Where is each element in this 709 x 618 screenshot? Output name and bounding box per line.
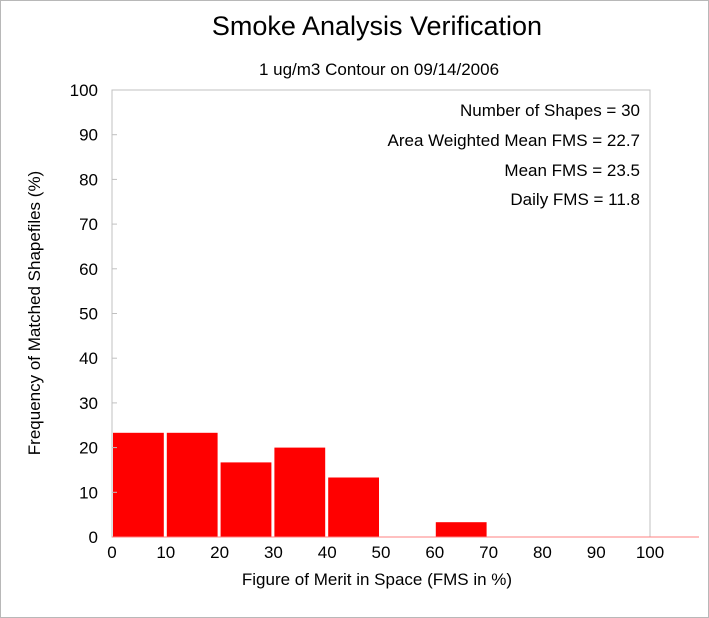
bar-30-40 xyxy=(274,447,326,537)
bar-60-70 xyxy=(435,522,487,537)
y-tick-label: 90 xyxy=(79,126,98,145)
x-tick-label: 40 xyxy=(318,543,337,562)
y-tick-label: 20 xyxy=(79,439,98,458)
bar-20-30 xyxy=(220,462,272,537)
chart-subtitle: 1 ug/m3 Contour on 09/14/2006 xyxy=(259,60,499,79)
x-tick-label: 80 xyxy=(533,543,552,562)
y-tick-label: 70 xyxy=(79,215,98,234)
y-tick-label: 40 xyxy=(79,349,98,368)
x-tick-label: 0 xyxy=(107,543,116,562)
y-tick-label: 0 xyxy=(89,528,98,547)
y-tick-label: 80 xyxy=(79,170,98,189)
x-tick-label: 50 xyxy=(372,543,391,562)
y-tick-label: 100 xyxy=(70,81,98,100)
x-tick-label: 20 xyxy=(210,543,229,562)
y-tick-label: 30 xyxy=(79,394,98,413)
bars-group xyxy=(113,432,487,537)
x-tick-label: 10 xyxy=(156,543,175,562)
x-tick-label: 70 xyxy=(479,543,498,562)
stats-annotations: Number of Shapes = 30 Area Weighted Mean… xyxy=(388,101,640,209)
y-ticks-group: 0 10 20 30 40 50 60 70 80 90 100 xyxy=(70,81,117,547)
bar-0-10 xyxy=(113,432,164,537)
y-axis-label: Frequency of Matched Shapefiles (%) xyxy=(25,171,44,455)
bar-40-50 xyxy=(328,477,379,537)
stat-daily-fms: Daily FMS = 11.8 xyxy=(510,190,640,209)
y-tick-label: 50 xyxy=(79,305,98,324)
y-tick-label: 60 xyxy=(79,260,98,279)
x-tick-label: 30 xyxy=(264,543,283,562)
stat-area-weighted-mean-fms: Area Weighted Mean FMS = 22.7 xyxy=(388,131,640,150)
chart-title: Smoke Analysis Verification xyxy=(212,11,542,41)
x-tick-label: 100 xyxy=(636,543,664,562)
x-tick-label: 90 xyxy=(587,543,606,562)
x-tick-label: 60 xyxy=(425,543,444,562)
stat-number-of-shapes: Number of Shapes = 30 xyxy=(460,101,640,120)
y-tick-label: 10 xyxy=(79,483,98,502)
bar-10-20 xyxy=(166,432,218,537)
x-ticks-group: 0 10 20 30 40 50 60 70 80 90 100 xyxy=(107,543,664,562)
x-axis-label: Figure of Merit in Space (FMS in %) xyxy=(242,570,512,589)
stat-mean-fms: Mean FMS = 23.5 xyxy=(504,161,640,180)
